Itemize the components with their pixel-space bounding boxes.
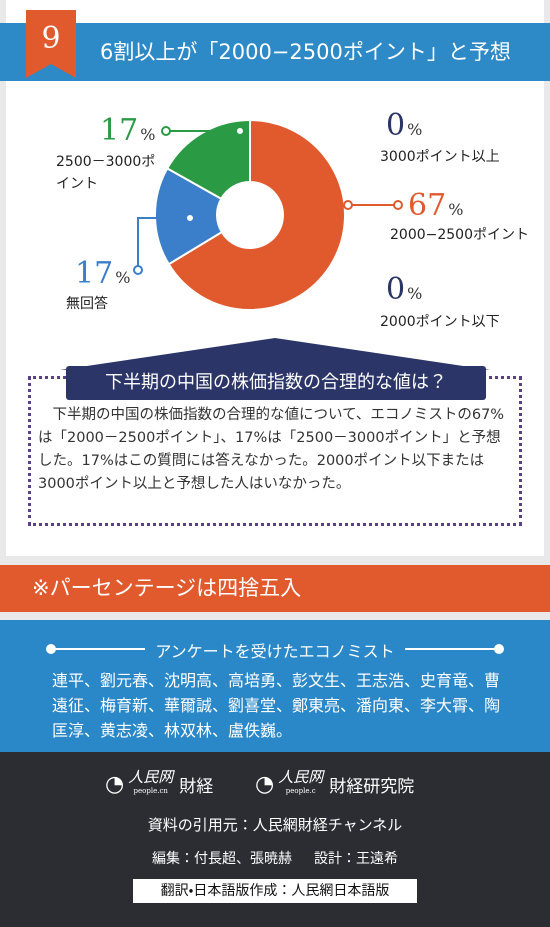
- value-unit: %: [115, 268, 131, 287]
- header-band: [0, 23, 550, 81]
- question-text: 下半期の中国の株価指数の合理的な値について、エコノミストの67%は「2000－2…: [38, 407, 505, 492]
- logo-sub: people.cn: [133, 787, 168, 795]
- value-unit: %: [407, 120, 423, 139]
- value-label: 0%: [386, 272, 422, 307]
- staff: 編集：付長超、張暁赫 設計：王遠希: [0, 848, 550, 868]
- value-number: 67: [408, 188, 447, 223]
- value-number: 17: [75, 256, 114, 291]
- value-unit: %: [407, 284, 423, 303]
- value-number: 17: [100, 113, 139, 148]
- rounding-note: ※パーセンテージは四捨五入: [0, 565, 550, 612]
- donut-slice: [167, 118, 346, 311]
- value-number: 0: [386, 108, 406, 143]
- value-label: 67%: [408, 188, 463, 223]
- donut-slice: [165, 118, 251, 201]
- category-label: 2000−2500ポイント: [390, 227, 529, 243]
- value-unit: %: [448, 200, 464, 219]
- connector-dots: [133, 126, 403, 275]
- heading-rule: [46, 644, 504, 654]
- logo: ◔ 人民网 people.c 財経研究院: [255, 768, 415, 797]
- economists-title: アンケートを受けたエコノミスト: [155, 642, 395, 661]
- credit: 翻訳・日本語版作成：人民網日本語版: [133, 879, 417, 903]
- logo-mark: 人民网: [128, 768, 174, 786]
- source: 資料の引用元：人民網財経チャンネル: [147, 816, 403, 834]
- design: 設計：王遠希: [314, 851, 398, 867]
- callout-triangle: [60, 338, 490, 370]
- badge-number: 9: [41, 21, 60, 56]
- value-label: 0%: [386, 108, 422, 143]
- number-badge: 9: [26, 10, 76, 78]
- value-number: 0: [386, 272, 406, 307]
- value-label: 17%: [100, 113, 155, 148]
- category-label: 無回答: [66, 296, 108, 312]
- title: 6割以上が「2000−2500ポイント」と予想: [100, 40, 511, 64]
- question-title: 下半期の中国の株価指数の合理的な値は？: [66, 366, 486, 400]
- category-label: 2500－3000ポイント: [56, 154, 156, 192]
- value-unit: %: [140, 125, 156, 144]
- connectors: [137, 130, 398, 270]
- economist-names: 連平、劉元春、沈明高、高培勇、彭文生、王志浩、史育竜、曹遠征、梅育新、華爾誠、劉…: [52, 671, 501, 740]
- logo-sub: people.c: [285, 787, 316, 795]
- logo-mark: 人民网: [278, 768, 324, 786]
- logo-name: 財経研究院: [329, 776, 415, 797]
- category-label: 3000ポイント以上: [380, 149, 500, 165]
- donut-chart: [133, 118, 403, 311]
- logo: ◔ 人民网 people.cn 財経: [105, 768, 214, 797]
- category-label: 2000ポイント以下: [380, 314, 500, 330]
- value-label: 17%: [75, 256, 130, 291]
- economists-section: アンケートを受けたエコノミスト 連平、劉元春、沈明高、高培勇、彭文生、王志浩、史…: [0, 620, 550, 752]
- footer: ◔ 人民网 people.cn 財経 ◔ 人民网 people.c 財経研究院 資料…: [0, 752, 550, 927]
- editors: 編集：付長超、張暁赫: [152, 851, 292, 867]
- logo-name: 財経: [179, 776, 214, 797]
